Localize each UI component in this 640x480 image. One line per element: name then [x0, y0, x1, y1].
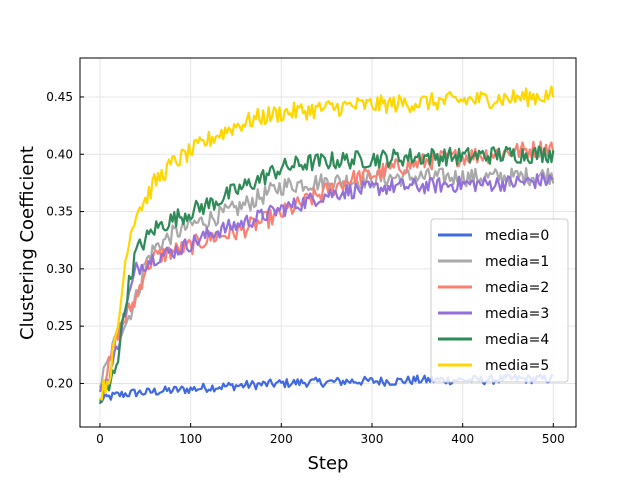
y-axis-ticks: 0.20 0.25 0.30 0.35 0.40 0.45	[46, 90, 84, 390]
x-tick-label: 100	[179, 432, 202, 446]
legend-label: media=2	[485, 280, 549, 296]
y-tick-label: 0.40	[46, 147, 73, 161]
x-tick-label: 200	[270, 432, 293, 446]
legend-label: media=4	[485, 332, 549, 348]
x-tick-label: 300	[361, 432, 384, 446]
legend: media=0 media=1 media=2 media=3 media=4 media…	[430, 218, 569, 383]
legend-label: media=3	[485, 306, 549, 322]
legend-label: media=1	[485, 254, 549, 270]
series-line-media-1	[98, 167, 555, 389]
x-axis-label: Step	[308, 453, 349, 474]
series-line-media-5	[99, 85, 555, 401]
series-line-media-3	[98, 172, 554, 396]
y-tick-label: 0.20	[46, 376, 73, 390]
y-tick-label: 0.45	[46, 90, 73, 104]
y-tick-label: 0.30	[46, 262, 73, 276]
x-axis-ticks: 0 100 200 300 400 500	[96, 423, 565, 446]
legend-label: media=0	[485, 228, 549, 244]
y-tick-label: 0.25	[46, 319, 73, 333]
y-axis-label: Clustering Coefficient	[17, 146, 38, 340]
plot-frame	[79, 57, 577, 428]
legend-label: media=5	[485, 358, 549, 374]
x-tick-label: 400	[451, 432, 474, 446]
y-tick-label: 0.35	[46, 205, 73, 219]
x-tick-label: 0	[96, 432, 104, 446]
series-line-media-4	[98, 145, 555, 405]
x-tick-label: 500	[542, 432, 565, 446]
